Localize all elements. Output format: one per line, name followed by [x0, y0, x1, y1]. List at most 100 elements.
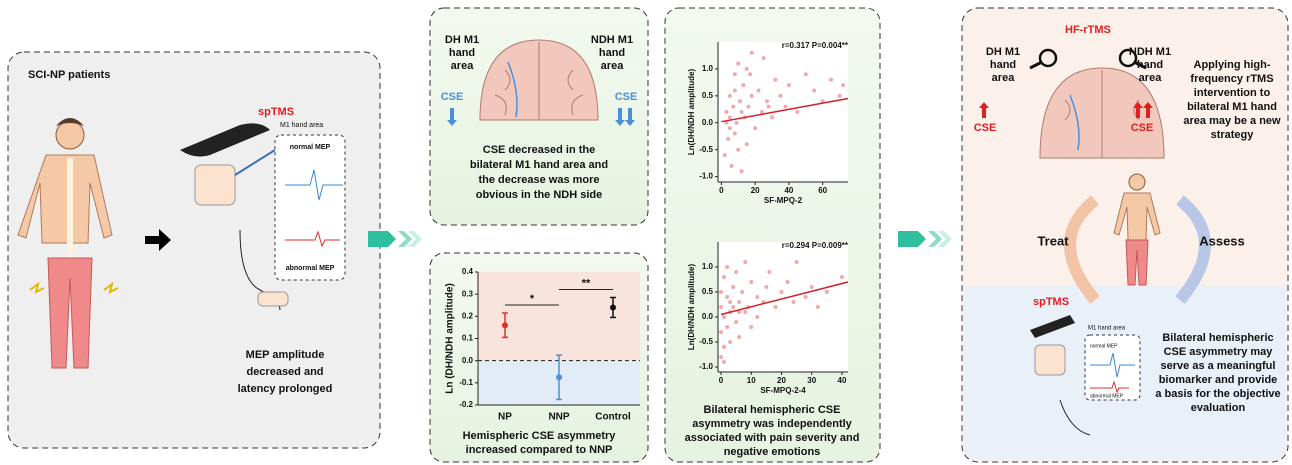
- x-tick-label: 10: [747, 376, 756, 385]
- text-line: increased compared to NNP: [466, 444, 613, 456]
- point: [727, 126, 732, 131]
- point: [744, 142, 749, 147]
- y-tick-label: 0.1: [462, 334, 474, 343]
- point: [737, 99, 742, 104]
- x-tick-label: 0: [719, 376, 724, 385]
- point: [736, 147, 741, 152]
- treat-arc: [1064, 195, 1100, 304]
- point: [737, 310, 742, 314]
- significance-label: *: [530, 293, 535, 305]
- point: [732, 131, 737, 136]
- point: [732, 72, 737, 77]
- point: [824, 290, 829, 294]
- point: [839, 275, 844, 279]
- text-line: NDH M1: [591, 34, 633, 46]
- point: [803, 72, 808, 77]
- point: [502, 322, 508, 329]
- point: [724, 120, 729, 125]
- point: [783, 104, 788, 109]
- text-line: asymmetry was independently: [692, 418, 852, 430]
- cse-label: CSE: [441, 91, 464, 103]
- point: [725, 325, 730, 329]
- text-line: area: [601, 60, 625, 72]
- text-line: CSE asymmetry may: [1164, 346, 1274, 358]
- text-line: intervention to: [1194, 87, 1271, 99]
- point: [731, 285, 736, 289]
- y-tick-label: 0.2: [462, 311, 474, 320]
- y-tick-label: -0.2: [459, 400, 473, 409]
- cable: [1059, 399, 1091, 436]
- text-line: strategy: [1211, 129, 1255, 141]
- plot-area: [718, 242, 848, 372]
- point: [753, 126, 758, 131]
- coil-icon: [1038, 48, 1058, 68]
- point: [778, 93, 783, 98]
- point: [756, 88, 761, 93]
- site-label: M1 hand area: [280, 122, 323, 129]
- legs: [47, 257, 93, 369]
- text-line: area may be a new: [1183, 115, 1281, 127]
- text-line: biomarker and provide: [1159, 374, 1278, 386]
- chevron: [408, 231, 422, 247]
- positive-zone: [478, 272, 640, 361]
- point: [728, 340, 733, 344]
- point: [809, 285, 814, 289]
- text-line: obvious in the NDH side: [476, 189, 603, 201]
- down-arrow: [615, 108, 635, 126]
- chevrons: [898, 231, 952, 247]
- point: [791, 300, 796, 304]
- head: [55, 120, 85, 150]
- y-tick-label: 1.0: [702, 262, 714, 271]
- arrow: [145, 229, 171, 251]
- text-line: NDH M1: [1129, 46, 1171, 58]
- text-line: MEP amplitude: [246, 349, 325, 361]
- head-sketch: [194, 164, 236, 206]
- point: [764, 285, 769, 289]
- point: [748, 72, 753, 77]
- brain: [447, 39, 635, 126]
- regression-line: [720, 281, 849, 316]
- text-line: decreased and: [246, 366, 323, 378]
- strategy-text: Applying high-frequency rTMS intervention…: [1183, 59, 1281, 141]
- coil: [1030, 315, 1075, 338]
- point: [610, 304, 616, 311]
- text-line: area: [1139, 72, 1163, 84]
- mep-label: normal MEP: [290, 144, 331, 151]
- point: [722, 345, 727, 349]
- text-line: associated with pain severity and: [685, 432, 860, 444]
- text-line: Bilateral hemispheric: [1162, 332, 1273, 344]
- abnormal-mep-trace: [1090, 380, 1129, 394]
- point: [759, 110, 764, 114]
- text-line: Applying high-: [1194, 59, 1271, 71]
- method-label: spTMS: [258, 106, 294, 118]
- point: [732, 88, 737, 93]
- text-line: hand: [990, 59, 1016, 71]
- mep-box: [1084, 334, 1141, 401]
- mep-label: normal MEP: [1090, 343, 1118, 349]
- text-line: bilateral M1 hand: [1187, 101, 1277, 113]
- chevron: [928, 231, 942, 247]
- point: [779, 290, 784, 294]
- point: [722, 360, 727, 364]
- point: [761, 56, 766, 61]
- y-tick-label: 0.5: [702, 91, 714, 100]
- method-label: spTMS: [1033, 296, 1069, 308]
- point: [749, 93, 754, 98]
- x-tick-label: NNP: [548, 412, 569, 423]
- gyri: [1064, 70, 1140, 158]
- point: [737, 335, 742, 339]
- point: [729, 163, 734, 168]
- point: [749, 325, 754, 329]
- point: [755, 315, 760, 319]
- point: [722, 315, 727, 319]
- x-tick-label: 20: [751, 186, 760, 195]
- point: [773, 305, 778, 309]
- up-arrow: [1133, 102, 1153, 118]
- assess-label: Assess: [1199, 233, 1245, 248]
- down-arrow: [447, 108, 457, 126]
- chevron: [938, 231, 952, 247]
